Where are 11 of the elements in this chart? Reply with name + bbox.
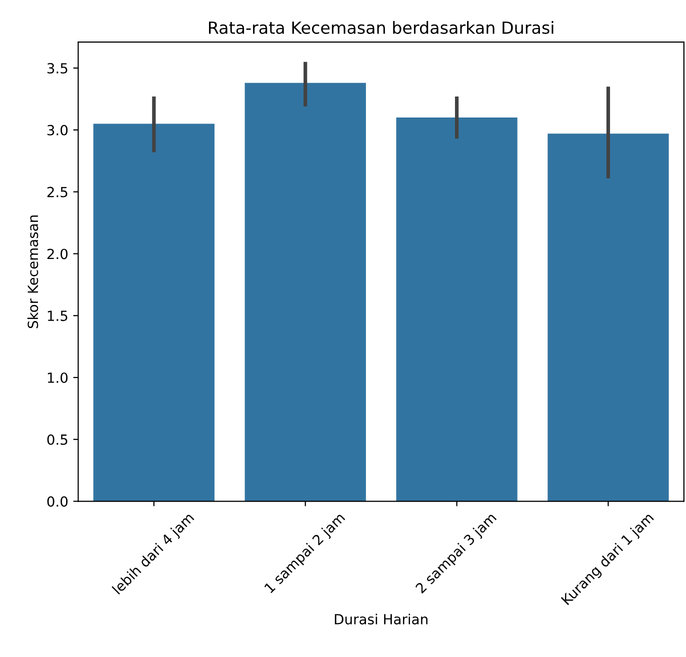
- y-tick-label: 3.0: [47, 124, 68, 136]
- y-tick-label: 0.5: [47, 434, 68, 445]
- x-axis-title: Durasi Harian: [334, 614, 428, 624]
- y-axis-title: Skor Kecemasan: [27, 215, 38, 328]
- chart-title: Rata-rata Kecemasan berdasarkan Durasi: [209, 21, 554, 34]
- y-tick-label: 1.5: [48, 310, 68, 322]
- y-tick-label: 2.5: [47, 186, 68, 198]
- y-tick-label: 3.5: [47, 63, 68, 74]
- y-tick-label: 1.0: [48, 372, 68, 383]
- y-tick-label: 0.0: [47, 496, 68, 507]
- y-tick-label: 2.0: [47, 248, 68, 260]
